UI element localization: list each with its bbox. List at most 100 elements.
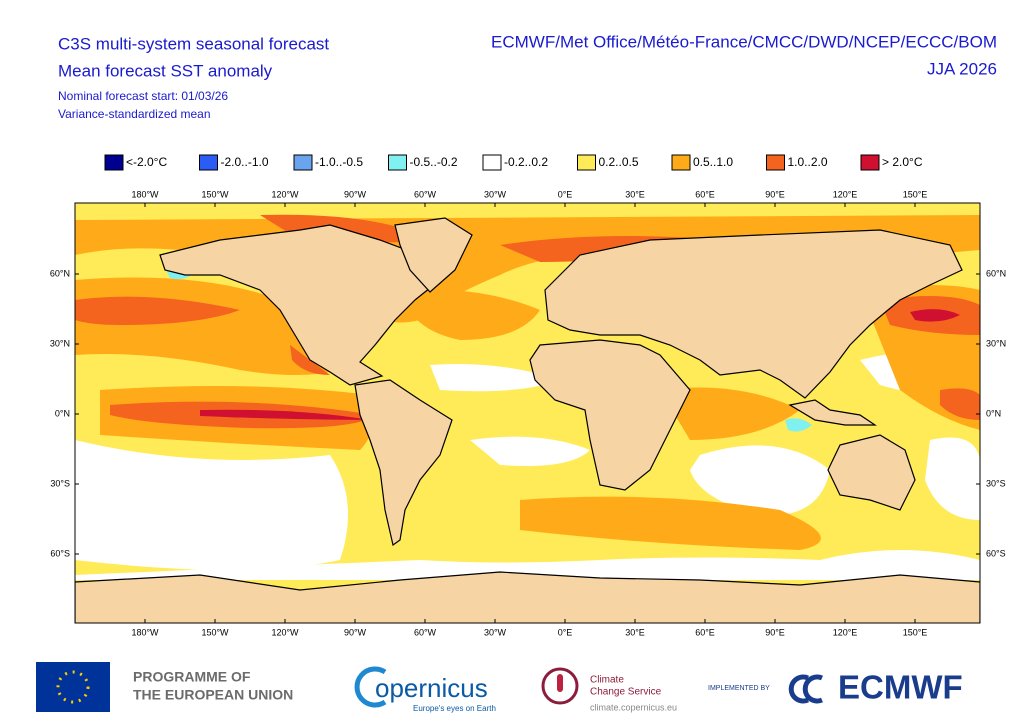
longitude-label: 30°W xyxy=(484,627,507,637)
copernicus-c xyxy=(354,666,387,708)
ecmwf-icon xyxy=(788,674,823,704)
longitude-label: 120°W xyxy=(271,189,299,199)
legend-label: -0.5..-0.2 xyxy=(410,155,458,169)
legend-label: <-2.0°C xyxy=(126,155,167,169)
latitude-label: 60°N xyxy=(986,268,1006,278)
legend-label: 0.2..0.5 xyxy=(599,155,639,169)
land-australia xyxy=(827,434,916,511)
anomaly-neutral xyxy=(75,550,980,580)
c3s-thermometer xyxy=(557,674,563,692)
legend-swatch xyxy=(482,154,502,171)
eu-text: PROGRAMME OF xyxy=(133,669,251,685)
eu-stars xyxy=(56,670,90,704)
longitude-label: 150°W xyxy=(201,627,229,637)
eu-logo xyxy=(36,662,110,712)
longitude-label: 90°W xyxy=(344,189,367,199)
latitude-label: 0°N xyxy=(55,408,70,418)
land-indonesia xyxy=(788,399,877,426)
anomaly-warm xyxy=(660,387,800,440)
longitude-label: 90°W xyxy=(344,627,367,637)
latitude-label: 30°N xyxy=(986,338,1006,348)
anomaly-extreme xyxy=(910,309,960,322)
land-north-america xyxy=(159,224,441,386)
map xyxy=(75,203,980,623)
latitude-label: 60°N xyxy=(50,268,70,278)
method: Variance-standardized mean xyxy=(58,107,211,121)
latitude-label: 30°N xyxy=(50,338,70,348)
period: JJA 2026 xyxy=(927,59,997,78)
longitude-label: 120°E xyxy=(833,627,858,637)
longitude-label: 180°W xyxy=(131,189,159,199)
eu-flag xyxy=(36,662,110,712)
anomaly-hot xyxy=(940,388,980,420)
longitude-label: 90°E xyxy=(765,189,785,199)
longitude-label: 60°E xyxy=(695,189,715,199)
land-antarctica xyxy=(75,571,980,623)
subtitle: Mean forecast SST anomaly xyxy=(58,61,273,80)
legend-swatch xyxy=(104,154,124,171)
longitude-label: 120°E xyxy=(833,189,858,199)
anomaly-hot xyxy=(75,296,240,325)
ecmwf-wordmark: ECMWF xyxy=(838,669,963,706)
longitude-label: 30°E xyxy=(625,627,645,637)
legend-swatch xyxy=(766,154,785,171)
legend-swatch xyxy=(577,154,596,171)
c3s-text: Climate xyxy=(590,675,624,686)
longitude-label: 90°E xyxy=(765,627,785,637)
latitude-label: 0°N xyxy=(986,408,1001,418)
legend-label: -2.0..-1.0 xyxy=(221,155,269,169)
land-eurasia xyxy=(544,229,963,399)
title: C3S multi-system seasonal forecast xyxy=(58,34,329,53)
copernicus-wordmark: opernicus xyxy=(375,673,488,703)
legend-swatch xyxy=(671,154,691,171)
land-greenland xyxy=(394,217,473,293)
legend-swatch xyxy=(293,154,313,171)
anomaly-neutral xyxy=(430,364,560,392)
legend-label: -1.0..-0.5 xyxy=(315,155,363,169)
legend-swatch xyxy=(860,154,880,171)
anomaly-extreme xyxy=(200,409,370,420)
ecmwf-arc xyxy=(788,674,809,704)
longitude-label: 180°W xyxy=(131,627,159,637)
anomaly-cool xyxy=(785,418,812,432)
ecmwf-arc xyxy=(802,674,823,704)
anomaly-neutral xyxy=(75,440,348,570)
latitude-label: 30°S xyxy=(986,478,1006,488)
latitude-label: 60°S xyxy=(50,548,70,558)
legend-label: 0.5..1.0 xyxy=(693,155,733,169)
eu-text: THE EUROPEAN UNION xyxy=(133,687,293,703)
latitude-label: 60°S xyxy=(986,548,1006,558)
anomaly-neutral xyxy=(470,436,590,466)
latitude-label: 30°S xyxy=(50,478,70,488)
c3s-text: Change Service xyxy=(590,687,662,698)
longitude-label: 150°E xyxy=(903,189,928,199)
longitude-label: 30°E xyxy=(625,189,645,199)
systems: ECMWF/Met Office/Météo-France/CMCC/DWD/N… xyxy=(491,32,997,51)
legend-label: > 2.0°C xyxy=(882,155,923,169)
longitude-label: 150°E xyxy=(903,627,928,637)
land-south-america xyxy=(354,379,453,547)
longitude-label: 30°W xyxy=(484,189,507,199)
anomaly-warm xyxy=(520,496,821,550)
legend: <-2.0°C -2.0..-1.0 -1.0..-0.5 -0.5..-0.2 -0.… xyxy=(104,154,923,171)
longitude-label: 60°E xyxy=(695,627,715,637)
anomaly-warm xyxy=(400,289,540,340)
longitude-label: 150°W xyxy=(201,189,229,199)
legend-label: -0.2..0.2 xyxy=(504,155,548,169)
legend-swatch xyxy=(199,154,218,171)
legend-label: 1.0..2.0 xyxy=(788,155,828,169)
copernicus-tagline: Europe's eyes on Earth xyxy=(413,704,496,713)
map-axes: 180°W 180°W 150°W 150°W 120°W 120°W 90°W 90°W 60… xyxy=(50,189,1006,637)
longitude-label: 0°E xyxy=(558,189,573,199)
anomaly-neutral xyxy=(925,437,980,520)
longitude-label: 60°W xyxy=(414,627,437,637)
land-africa xyxy=(529,339,691,491)
longitude-label: 60°W xyxy=(414,189,437,199)
legend-swatch xyxy=(388,154,407,171)
longitude-label: 0°E xyxy=(558,627,573,637)
forecast-start: Nominal forecast start: 01/03/26 xyxy=(58,89,228,103)
anomaly-neutral xyxy=(690,445,830,516)
c3s-icon xyxy=(541,667,579,705)
implemented-by: IMPLEMENTED BY xyxy=(708,685,770,692)
